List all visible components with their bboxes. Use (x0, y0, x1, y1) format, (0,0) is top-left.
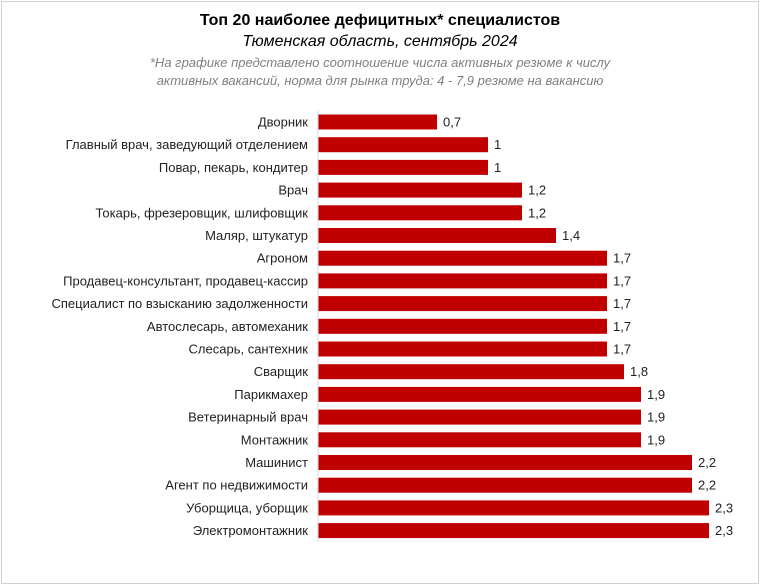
bar (318, 159, 488, 175)
value-label: 1,9 (647, 410, 665, 425)
value-label: 2,3 (715, 500, 733, 515)
bar (318, 250, 607, 266)
chart-title: Топ 20 наиболее дефицитных* специалистов (199, 12, 561, 29)
category-label: Слесарь, сантехник (189, 342, 309, 357)
value-label: 1,8 (630, 364, 648, 379)
bar (318, 114, 437, 130)
category-label: Автослесарь, автомеханик (147, 319, 308, 334)
category-label: Врач (278, 183, 308, 198)
category-label: Продавец-консультант, продавец-кассир (63, 273, 308, 288)
value-label: 1,7 (613, 319, 631, 334)
value-label: 2,3 (715, 523, 733, 538)
category-label: Главный врач, заведующий отделением (66, 137, 308, 152)
value-label: 1 (494, 137, 501, 152)
value-label: 2,2 (698, 455, 716, 470)
value-label: 2,2 (698, 478, 716, 493)
value-label: 1,4 (562, 228, 580, 243)
category-label: Уборщица, уборщик (186, 500, 308, 515)
category-label: Монтажник (241, 432, 309, 447)
bar (318, 455, 692, 470)
value-label: 1,9 (647, 387, 665, 402)
bar (318, 432, 641, 448)
category-label: Агент по недвижимости (165, 478, 308, 493)
value-label: 0,7 (443, 115, 461, 130)
category-label: Токарь, фрезеровщик, шлифовщик (96, 205, 309, 220)
bar (318, 318, 607, 334)
category-label: Ветеринарный врач (188, 410, 308, 425)
value-label: 1,2 (528, 205, 546, 220)
category-label: Специалист по взысканию задолженности (52, 296, 309, 311)
value-label: 1,7 (613, 342, 631, 357)
value-label: 1,9 (647, 432, 665, 447)
bar (318, 341, 607, 357)
category-label: Сварщик (254, 364, 309, 379)
chart-note-line2: активных вакансий, норма для рынка труда… (156, 73, 604, 88)
value-label: 1,7 (613, 251, 631, 266)
bar (318, 364, 624, 380)
bar (318, 205, 522, 221)
category-label: Дворник (258, 115, 308, 130)
bar (318, 500, 709, 516)
chart-subtitle: Тюменская область, сентябрь 2024 (242, 33, 518, 50)
bar (318, 523, 709, 539)
category-label: Повар, пекарь, кондитер (159, 160, 308, 175)
category-label: Агроном (257, 251, 308, 266)
category-label: Машинист (245, 455, 308, 470)
category-label: Парикмахер (234, 387, 308, 402)
bar (318, 182, 522, 198)
value-label: 1,7 (613, 273, 631, 288)
bar (318, 273, 607, 289)
bar (318, 477, 692, 493)
category-label: Электромонтажник (193, 523, 308, 538)
chart-note-line1: *На графике представлено соотношение чис… (149, 55, 611, 70)
category-label: Маляр, штукатур (205, 228, 308, 243)
bar (318, 386, 641, 402)
bar (318, 296, 607, 312)
value-label: 1,7 (613, 296, 631, 311)
value-label: 1 (494, 160, 501, 175)
bar (318, 137, 488, 153)
value-label: 1,2 (528, 183, 546, 198)
bar (318, 409, 641, 425)
bar (318, 228, 556, 243)
